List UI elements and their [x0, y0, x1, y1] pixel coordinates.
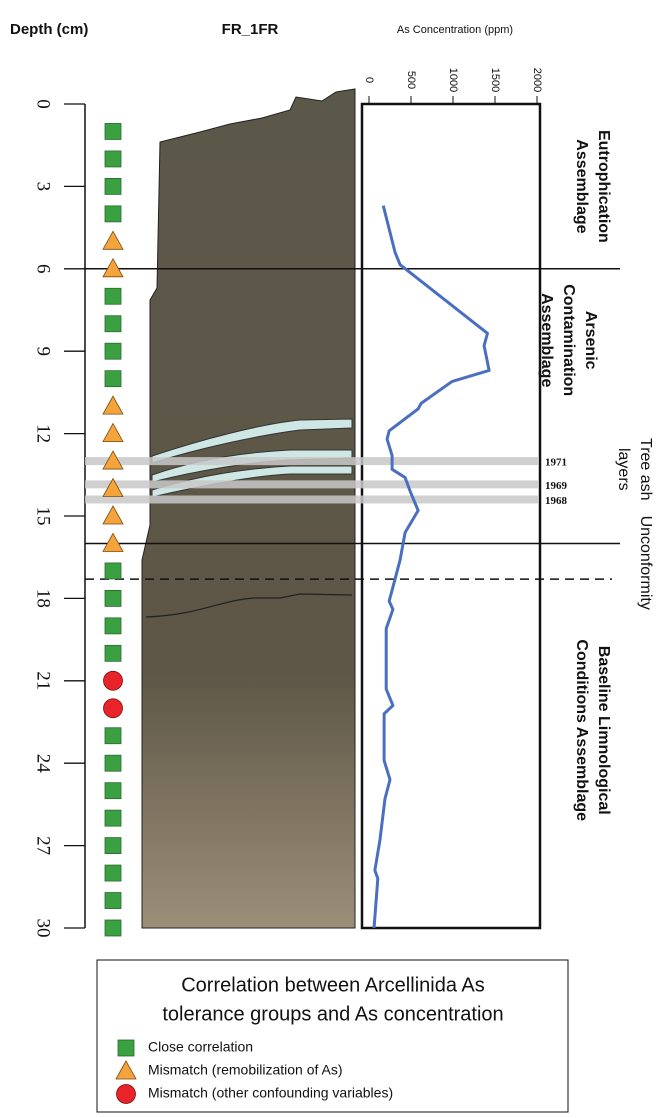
correlation-symbol [104, 671, 123, 690]
y-tick-label: 9 [33, 346, 54, 356]
zone-label: Baseline Limnological [595, 646, 612, 815]
legend-label: Mismatch (remobilization of As) [148, 1062, 343, 1078]
correlation-symbol [103, 506, 123, 524]
correlation-symbol [105, 618, 121, 634]
correlation-symbol [105, 178, 121, 194]
ash-layer-label: 1969 [545, 480, 568, 492]
legend-title: tolerance groups and As concentration [162, 1003, 503, 1025]
chart: Depth (cm) FR_1FR As Concentration (ppm)… [0, 0, 657, 1118]
legend-marker [118, 1040, 134, 1056]
correlation-symbol [105, 316, 121, 332]
ash-layer-label: 1968 [545, 495, 568, 507]
correlation-symbol [105, 893, 121, 909]
zone-label: Conditions Assemblage [573, 639, 590, 821]
y-tick-label: 0 [33, 99, 54, 109]
correlation-symbol [103, 231, 123, 249]
x-tick-label: 2000 [531, 68, 543, 92]
x-tick-label: 0 [363, 77, 375, 83]
correlation-symbol [105, 783, 121, 799]
y-tick-label: 27 [33, 836, 54, 855]
correlation-symbol [105, 371, 121, 387]
correlation-symbol [105, 645, 121, 661]
zone-label: Assemblage [573, 139, 590, 233]
ash-layer-label: 1971 [545, 457, 567, 469]
x-tick-label: 1500 [489, 68, 501, 92]
correlation-symbol [105, 728, 121, 744]
y-axis-title: Depth (cm) [10, 21, 88, 38]
correlation-symbol [105, 123, 121, 139]
y-tick-label: 15 [33, 507, 54, 526]
legend-marker [117, 1085, 136, 1104]
zone-label: Eutrophication [595, 130, 612, 243]
zone-label: Unconformity [637, 516, 654, 610]
correlation-symbol [103, 424, 123, 442]
y-tick-label: 18 [33, 589, 54, 608]
correlation-symbol [105, 865, 121, 881]
correlation-symbol [104, 699, 123, 718]
legend-label: Close correlation [148, 1039, 253, 1055]
correlation-symbol [103, 396, 123, 414]
y-tick-label: 30 [33, 919, 54, 938]
zone-label: layers [615, 448, 632, 491]
correlation-symbol [105, 755, 121, 771]
page: {"chart_data": { "type": "depth-profile"… [0, 0, 657, 1118]
correlation-symbol [103, 533, 123, 551]
correlation-symbol [105, 343, 121, 359]
zone-label: Contamination [560, 284, 577, 396]
y-tick-label: 12 [33, 424, 54, 443]
correlation-symbol [105, 838, 121, 854]
y-tick-label: 24 [33, 754, 54, 774]
correlation-symbol [105, 288, 121, 304]
correlation-symbol [105, 206, 121, 222]
x-axis-title: As Concentration (ppm) [397, 24, 513, 36]
x-tick-label: 1000 [447, 68, 459, 92]
y-tick-label: 3 [33, 182, 54, 192]
legend-label: Mismatch (other confounding variables) [148, 1085, 393, 1101]
correlation-symbol [105, 590, 121, 606]
y-tick-label: 21 [33, 671, 54, 690]
correlation-symbol [105, 920, 121, 936]
x-tick-label: 500 [405, 71, 417, 89]
core [142, 89, 355, 928]
correlation-symbol [105, 151, 121, 167]
correlation-symbol [105, 563, 121, 579]
correlation-symbol [105, 810, 121, 826]
zone-label: Arsenic [582, 311, 599, 370]
zone-label: Tree ash [637, 438, 654, 501]
legend-title: Correlation between Arcellinida As [181, 974, 485, 996]
concentration-line [374, 206, 489, 928]
y-tick-label: 6 [33, 264, 54, 274]
chart-title: FR_1FR [222, 21, 279, 38]
zone-label: Assemblage [538, 293, 555, 387]
correlation-symbol [103, 259, 123, 277]
